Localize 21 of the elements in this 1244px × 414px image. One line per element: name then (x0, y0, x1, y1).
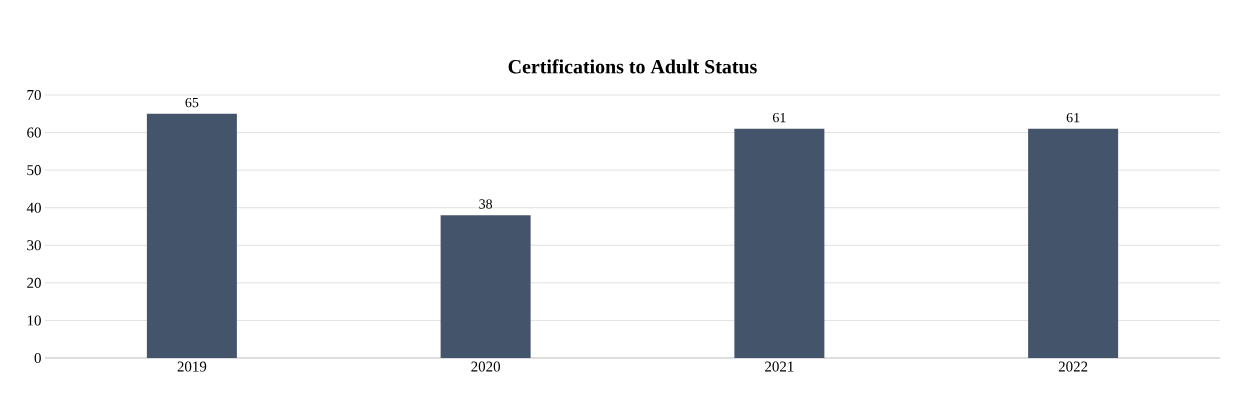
data-label: 61 (1066, 112, 1080, 123)
x-tick-label: 2021 (765, 361, 794, 372)
data-label: 65 (185, 97, 199, 108)
y-tick-label: 60 (27, 127, 41, 138)
y-tick-label: 50 (27, 165, 41, 176)
bar (1028, 128, 1119, 358)
y-tick-label: 40 (26, 202, 41, 213)
data-label: 38 (479, 199, 493, 209)
bar (146, 113, 237, 358)
x-tick-label: 2020 (471, 361, 501, 372)
data-label: 61 (772, 112, 786, 123)
x-tick-label: 2022 (1058, 361, 1088, 372)
y-tick-label: 10 (27, 315, 41, 326)
chart-title: Certifications to Adult Status (508, 59, 757, 74)
bar (440, 215, 531, 358)
y-tick-label: 0 (34, 352, 41, 364)
x-tick-label: 2019 (177, 361, 207, 372)
y-tick-label: 20 (27, 277, 41, 288)
bar (734, 128, 825, 358)
y-tick-label: 70 (27, 89, 41, 101)
y-tick-label: 30 (27, 240, 41, 251)
